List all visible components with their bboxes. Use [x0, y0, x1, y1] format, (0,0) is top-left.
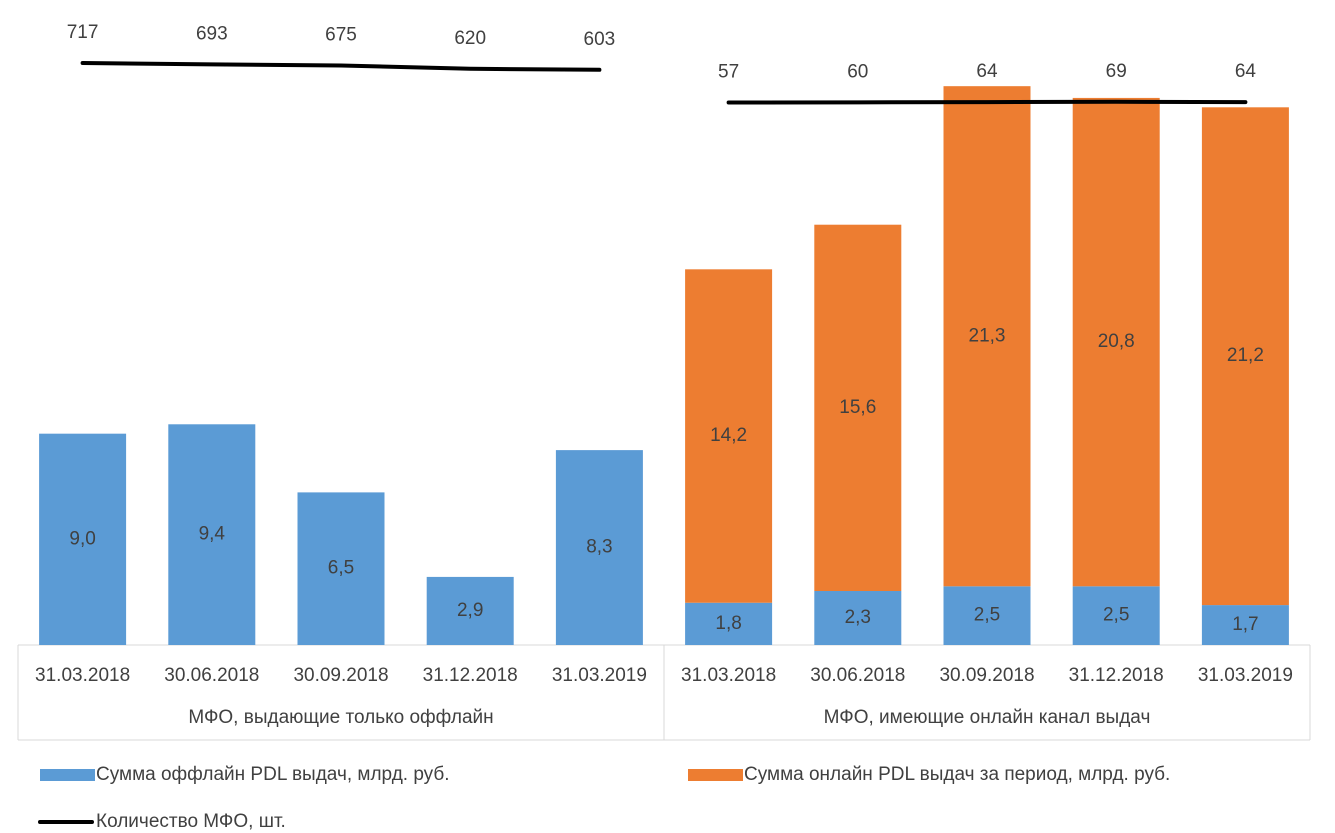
group-label: МФО, выдающие только оффлайн: [188, 707, 493, 728]
data-label: 1,7: [1232, 614, 1258, 635]
group-label: МФО, имеющие онлайн канал выдач: [824, 707, 1151, 728]
data-label: 69: [1106, 61, 1127, 82]
legend-swatch: [40, 769, 95, 781]
line: [726, 99, 1248, 105]
data-label: 1,8: [715, 613, 741, 634]
x-tick-label: 31.12.2018: [423, 665, 518, 686]
data-label: 717: [67, 22, 99, 43]
data-label: 693: [196, 23, 228, 44]
data-label: 2,9: [457, 600, 483, 621]
bar: [685, 269, 773, 603]
x-tick-label: 31.03.2018: [35, 665, 130, 686]
data-label: 603: [584, 29, 616, 50]
x-tick-label: 31.03.2018: [681, 665, 776, 686]
bar: [1072, 586, 1160, 645]
bar: [1072, 97, 1160, 587]
bar: [685, 602, 773, 645]
bar: [814, 224, 902, 591]
bar: [168, 424, 256, 645]
legend-label: Сумма оффлайн PDL выдач, млрд. руб.: [96, 764, 450, 785]
x-tick-label: 30.09.2018: [939, 665, 1034, 686]
legend-swatch: [688, 769, 743, 781]
x-tick-label: 30.06.2018: [164, 665, 259, 686]
bar: [426, 576, 514, 645]
data-label: 9,4: [199, 524, 226, 545]
bar: [943, 86, 1031, 587]
data-label: 620: [454, 28, 486, 49]
data-label: 64: [976, 61, 998, 82]
x-tick-label: 31.03.2019: [1198, 665, 1293, 686]
data-label: 64: [1235, 61, 1257, 82]
x-tick-label: 31.03.2019: [552, 665, 647, 686]
bar: [1201, 605, 1289, 645]
x-tick-label: 30.06.2018: [810, 665, 905, 686]
data-label: 2,3: [845, 607, 871, 628]
data-label: 675: [325, 25, 357, 46]
bar: [39, 433, 127, 645]
data-label: 6,5: [328, 558, 354, 579]
bar: [943, 586, 1031, 645]
data-label: 21,3: [969, 325, 1006, 346]
bar: [814, 590, 902, 645]
data-label: 57: [718, 62, 739, 83]
x-tick-label: 30.09.2018: [293, 665, 388, 686]
data-label: 15,6: [839, 397, 876, 418]
legend-label: Сумма онлайн PDL выдач за период, млрд. …: [744, 764, 1170, 785]
data-label: 14,2: [710, 425, 747, 446]
data-label: 60: [847, 61, 868, 82]
bar: [1201, 107, 1289, 606]
data-label: 8,3: [586, 537, 612, 558]
data-label: 2,5: [974, 605, 1000, 626]
data-label: 20,8: [1098, 331, 1135, 352]
bar: [297, 492, 385, 645]
x-tick-label: 31.12.2018: [1069, 665, 1164, 686]
bar: [555, 450, 643, 645]
data-label: 9,0: [69, 528, 95, 549]
data-label: 21,2: [1227, 345, 1264, 366]
data-label: 2,5: [1103, 605, 1129, 626]
legend-label: Количество МФО, шт.: [96, 811, 286, 832]
line: [80, 60, 602, 72]
